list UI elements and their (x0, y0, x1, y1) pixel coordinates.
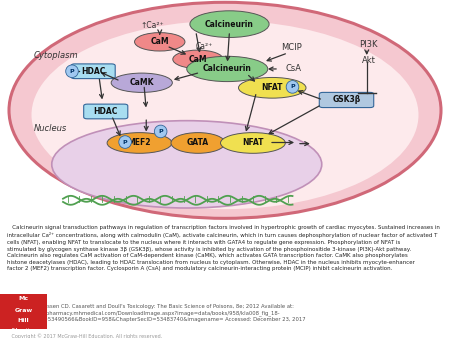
Ellipse shape (119, 136, 131, 148)
Text: P: P (123, 140, 127, 145)
Text: Education: Education (11, 328, 36, 332)
Text: NFAT: NFAT (261, 83, 283, 92)
Ellipse shape (286, 80, 299, 93)
Text: P: P (290, 84, 295, 89)
Text: CsA: CsA (286, 64, 302, 73)
FancyBboxPatch shape (71, 64, 115, 79)
Text: HDAC: HDAC (81, 67, 105, 76)
Text: GSK3β: GSK3β (333, 95, 360, 104)
Text: NFAT: NFAT (242, 139, 264, 147)
Text: Mc: Mc (18, 296, 28, 301)
Text: HDAC: HDAC (94, 107, 118, 116)
Ellipse shape (190, 11, 269, 38)
Text: Calcineurin: Calcineurin (203, 65, 252, 73)
Ellipse shape (66, 65, 78, 78)
Text: PI3K: PI3K (359, 40, 378, 49)
Text: Ca²⁺: Ca²⁺ (195, 42, 212, 51)
Ellipse shape (220, 132, 285, 153)
Ellipse shape (173, 50, 223, 69)
FancyBboxPatch shape (84, 104, 128, 119)
Text: P: P (70, 69, 74, 74)
Ellipse shape (154, 125, 167, 138)
Ellipse shape (238, 77, 306, 98)
Ellipse shape (111, 73, 172, 92)
Text: CaM: CaM (150, 37, 169, 46)
Ellipse shape (171, 132, 225, 153)
Text: ↑Ca²⁺: ↑Ca²⁺ (140, 21, 164, 30)
Text: MEF2: MEF2 (128, 139, 151, 147)
Text: Akt: Akt (362, 56, 376, 65)
Text: Calcineurin: Calcineurin (205, 20, 254, 29)
Ellipse shape (135, 33, 185, 51)
Text: Graw: Graw (14, 308, 32, 313)
Ellipse shape (107, 132, 172, 153)
Text: Copyright © 2017 McGraw-Hill Education. All rights reserved.: Copyright © 2017 McGraw-Hill Education. … (7, 333, 162, 338)
Text: P: P (158, 129, 163, 134)
Text: CaM: CaM (189, 55, 207, 64)
Ellipse shape (52, 121, 322, 208)
Text: Hill: Hill (18, 318, 29, 323)
Ellipse shape (9, 2, 441, 218)
Text: Nucleus: Nucleus (34, 124, 67, 133)
Text: MCIP: MCIP (281, 43, 302, 52)
Ellipse shape (187, 56, 268, 81)
Text: Calcineurin signal transduction pathways in regulation of transcription factors : Calcineurin signal transduction pathways… (7, 225, 440, 271)
Text: CaMK: CaMK (130, 78, 154, 87)
Text: GATA: GATA (187, 139, 209, 147)
Ellipse shape (32, 21, 419, 209)
FancyBboxPatch shape (0, 294, 47, 329)
FancyBboxPatch shape (320, 92, 374, 107)
Text: Cytoplasm: Cytoplasm (34, 51, 78, 60)
Text: Citation: Klaassen CD. Casarett and Doull's Toxicology: The Basic Science of Poi: Citation: Klaassen CD. Casarett and Doul… (7, 304, 306, 322)
